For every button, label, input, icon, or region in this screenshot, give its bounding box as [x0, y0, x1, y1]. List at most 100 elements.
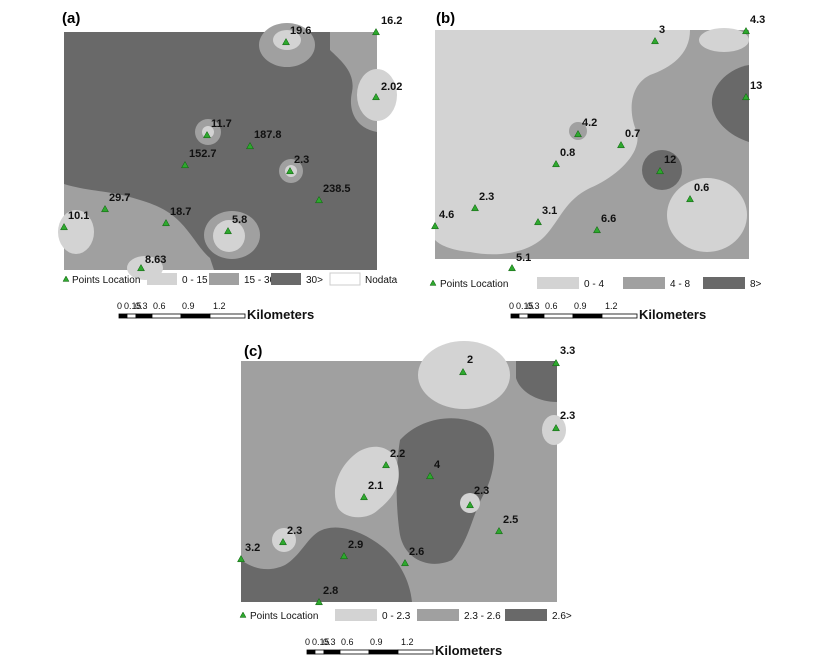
scale-tick-label: 0.6 — [153, 301, 166, 311]
legend-swatch — [147, 273, 177, 285]
scale-segment — [368, 649, 399, 655]
legend-class-label: 8> — [750, 279, 762, 290]
point-value-label: 4.6 — [439, 209, 454, 221]
scale-tick-label: 0.9 — [370, 637, 383, 647]
green-triangle-icon — [239, 611, 247, 618]
green-triangle-icon — [426, 471, 434, 480]
zone-low — [58, 210, 94, 254]
scale-segment — [601, 313, 638, 319]
sample-point: 5.8 — [224, 214, 247, 235]
green-triangle-icon — [60, 222, 68, 231]
point-value-label: 11.7 — [211, 118, 232, 130]
point-value-label: 2.3 — [560, 410, 575, 422]
scale-tick-label: 0.15 — [516, 301, 534, 311]
legend-class-label: 15 - 30 — [244, 275, 276, 286]
scale-segment — [543, 313, 574, 319]
panel-c-label: (c) — [244, 343, 262, 360]
green-triangle-icon — [552, 159, 560, 168]
legend-class-label: 0 - 4 — [584, 279, 604, 290]
panel-a-map — [58, 23, 397, 280]
green-triangle-icon — [459, 367, 467, 376]
green-triangle-icon — [315, 195, 323, 204]
scale-tick-label: 1.2 — [605, 301, 618, 311]
legend-class-label: Nodata — [365, 275, 398, 286]
sample-point: 2.2 — [382, 448, 405, 469]
green-triangle-icon — [552, 423, 560, 432]
scale-tick-label: 1.2 — [213, 301, 226, 311]
sample-point: 2 — [459, 354, 473, 376]
legend-swatch — [417, 609, 459, 621]
zone-low — [213, 220, 245, 252]
point-value-label: 3.3 — [560, 345, 575, 357]
sample-point: 2.8 — [315, 585, 338, 606]
green-triangle-icon — [617, 140, 625, 149]
legend-swatch — [271, 273, 301, 285]
point-value-label: 238.5 — [323, 183, 351, 195]
point-value-label: 13 — [750, 80, 762, 92]
scale-tick-label: 0 — [117, 301, 122, 311]
sample-point: 238.5 — [315, 183, 351, 204]
scale-segment — [527, 313, 545, 319]
scale-tick-label: 0 — [305, 637, 310, 647]
green-triangle-icon — [534, 217, 542, 226]
point-value-label: 0.6 — [694, 182, 709, 194]
sample-point: 0.6 — [686, 182, 709, 203]
scale-tick-label: 0 — [509, 301, 514, 311]
scale-tick-label: 0.9 — [574, 301, 587, 311]
zone-high — [642, 150, 682, 190]
panel-b-map — [435, 28, 749, 259]
point-value-label: 2.8 — [323, 585, 338, 597]
point-value-label: 16.2 — [381, 15, 402, 27]
zone-mid — [64, 184, 214, 270]
scale-unit-label: Kilometers — [639, 307, 706, 322]
zone-low — [667, 178, 747, 252]
scale-tick-label: 0.6 — [545, 301, 558, 311]
green-triangle-icon — [203, 130, 211, 139]
panel-c-map — [241, 341, 566, 602]
panel-a-legend: Points Location 0 - 15 15 - 30 30> Nodata — [62, 272, 398, 286]
sample-point: 3 — [651, 24, 665, 45]
scale-segment — [306, 649, 316, 655]
green-triangle-icon — [656, 166, 664, 175]
green-triangle-icon — [360, 492, 368, 501]
green-triangle-icon — [742, 92, 750, 101]
scale-segment — [314, 649, 325, 655]
point-value-label: 3.1 — [542, 205, 557, 217]
scale-segment — [118, 313, 128, 319]
legend-points-label: Points Location — [72, 275, 140, 286]
scale-unit-label: Kilometers — [435, 643, 502, 658]
point-value-label: 4.2 — [582, 117, 597, 129]
point-value-label: 2.2 — [390, 448, 405, 460]
sample-point: 0.8 — [552, 147, 575, 168]
legend-class-label: 30> — [306, 275, 323, 286]
green-triangle-icon — [315, 597, 323, 606]
green-triangle-icon — [282, 37, 290, 46]
legend-swatch — [505, 609, 547, 621]
sample-point: 4.2 — [574, 117, 597, 138]
sample-point: 4 — [426, 459, 441, 480]
scale-segment — [397, 649, 434, 655]
panel-a-label: (a) — [62, 10, 80, 27]
point-value-label: 187.8 — [254, 129, 282, 141]
point-value-label: 29.7 — [109, 192, 130, 204]
green-triangle-icon — [742, 26, 750, 35]
green-triangle-icon — [431, 221, 439, 230]
scale-segment — [135, 313, 153, 319]
scale-tick-label: 0.15 — [312, 637, 330, 647]
legend-class-label: 0 - 15 — [182, 275, 208, 286]
green-triangle-icon — [279, 537, 287, 546]
zone-high — [241, 527, 412, 602]
point-value-label: 12 — [664, 154, 676, 166]
green-triangle-icon — [651, 36, 659, 45]
zone-low — [334, 446, 399, 518]
sample-point: 6.6 — [593, 213, 616, 234]
sample-point: 2.3 — [279, 525, 302, 546]
zone-low — [435, 30, 690, 255]
point-value-label: 0.7 — [625, 128, 640, 140]
scale-segment — [339, 649, 370, 655]
legend-swatch — [703, 277, 745, 289]
legend-class-label: 2.6> — [552, 611, 572, 622]
panel-a-scalebar: 0 0.150.3 0.6 0.9 1.2 Kilometers — [117, 301, 314, 322]
green-triangle-icon — [372, 92, 380, 101]
sample-point: 13 — [742, 80, 762, 101]
